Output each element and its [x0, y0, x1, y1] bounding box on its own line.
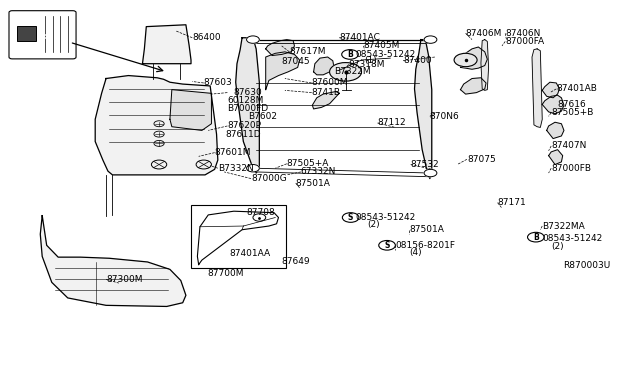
Polygon shape	[170, 90, 211, 131]
Polygon shape	[481, 39, 488, 90]
Bar	[17, 26, 36, 41]
Text: 87045: 87045	[282, 57, 310, 66]
Polygon shape	[314, 57, 334, 75]
Text: 87406N: 87406N	[505, 29, 541, 38]
Text: 87600M: 87600M	[312, 78, 348, 87]
Polygon shape	[548, 150, 563, 164]
Polygon shape	[143, 25, 191, 64]
Text: 60128M: 60128M	[227, 96, 264, 105]
Polygon shape	[547, 122, 564, 138]
Text: 870N6: 870N6	[430, 112, 460, 121]
Polygon shape	[236, 38, 259, 173]
Text: 87075: 87075	[467, 155, 495, 164]
Text: 87532: 87532	[411, 160, 439, 169]
Text: 87171: 87171	[497, 198, 526, 207]
Text: 87000FB: 87000FB	[551, 164, 591, 173]
Text: 87406M: 87406M	[466, 29, 502, 38]
Circle shape	[424, 36, 437, 43]
Text: 87407N: 87407N	[551, 141, 586, 151]
Polygon shape	[542, 95, 564, 114]
Text: (1): (1)	[365, 56, 378, 65]
Text: 08543-51242: 08543-51242	[356, 50, 416, 59]
Polygon shape	[461, 47, 487, 69]
Circle shape	[454, 53, 477, 67]
Text: 87603: 87603	[204, 78, 232, 87]
Circle shape	[424, 169, 437, 177]
Text: B: B	[347, 50, 353, 59]
Text: (2): (2)	[367, 221, 380, 230]
Text: 87630: 87630	[234, 88, 262, 97]
Text: (2): (2)	[551, 241, 564, 250]
Text: 87401AA: 87401AA	[229, 249, 271, 258]
Text: B7602: B7602	[248, 112, 278, 121]
Polygon shape	[40, 216, 186, 307]
Text: 87401AB: 87401AB	[556, 84, 597, 93]
Text: 87617M: 87617M	[289, 47, 326, 56]
Text: 87601M: 87601M	[214, 148, 251, 157]
Text: 87501A: 87501A	[410, 225, 444, 234]
Text: B7332N: B7332N	[218, 164, 253, 173]
Text: 87000G: 87000G	[251, 174, 287, 183]
Bar	[191, 205, 285, 268]
Text: 87620P: 87620P	[227, 122, 261, 131]
Text: 87700M: 87700M	[207, 269, 244, 278]
Polygon shape	[312, 92, 339, 109]
Text: 87401AC: 87401AC	[339, 33, 380, 42]
Polygon shape	[266, 39, 294, 55]
Text: B: B	[533, 232, 539, 242]
Polygon shape	[197, 211, 278, 264]
Text: 08543-51242: 08543-51242	[356, 213, 416, 222]
Text: 87649: 87649	[282, 257, 310, 266]
Polygon shape	[415, 39, 432, 179]
Text: S: S	[385, 241, 390, 250]
Polygon shape	[95, 76, 218, 175]
Text: (4): (4)	[410, 248, 422, 257]
Text: 86400: 86400	[192, 33, 221, 42]
Text: 87112: 87112	[378, 119, 406, 128]
Circle shape	[246, 164, 259, 172]
Text: 08543-51242: 08543-51242	[542, 234, 602, 243]
Text: 87616: 87616	[557, 100, 586, 109]
Polygon shape	[542, 82, 559, 98]
Text: 87300M: 87300M	[106, 275, 143, 284]
Circle shape	[246, 36, 259, 43]
Text: B7322MA: B7322MA	[542, 221, 585, 231]
Text: 87505+A: 87505+A	[287, 159, 329, 168]
Text: 87318M: 87318M	[349, 60, 385, 69]
Text: B7322M: B7322M	[334, 67, 371, 76]
Text: B7000FD: B7000FD	[227, 104, 269, 113]
Text: 87000FA: 87000FA	[505, 37, 545, 46]
Circle shape	[330, 62, 362, 81]
Text: R870003U: R870003U	[563, 261, 610, 270]
Text: 87501A: 87501A	[296, 179, 331, 187]
Text: S: S	[348, 213, 353, 222]
Text: 87611D: 87611D	[225, 129, 261, 139]
Text: 87505+B: 87505+B	[551, 108, 593, 117]
Text: 87708: 87708	[246, 208, 275, 217]
Polygon shape	[532, 49, 542, 128]
Text: 8741B: 8741B	[312, 88, 340, 97]
Text: 67332N: 67332N	[301, 167, 336, 176]
FancyBboxPatch shape	[9, 11, 76, 59]
Text: 87405M: 87405M	[364, 41, 400, 51]
Text: 08156-8201F: 08156-8201F	[396, 241, 455, 250]
Polygon shape	[461, 78, 486, 94]
Polygon shape	[266, 52, 300, 90]
Text: 87400: 87400	[403, 56, 431, 65]
